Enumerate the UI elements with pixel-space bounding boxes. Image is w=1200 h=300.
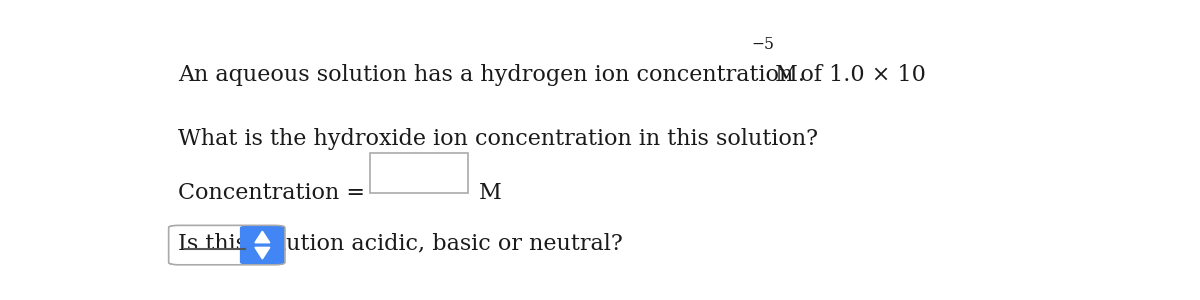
- FancyBboxPatch shape: [371, 153, 468, 193]
- Text: What is the hydroxide ion concentration in this solution?: What is the hydroxide ion concentration …: [178, 128, 818, 150]
- FancyBboxPatch shape: [168, 225, 284, 265]
- Text: M.: M.: [768, 64, 805, 86]
- Text: −5: −5: [751, 36, 775, 53]
- Text: Concentration =: Concentration =: [178, 182, 365, 203]
- Text: An aqueous solution has a hydrogen ion concentration of 1.0 × 10: An aqueous solution has a hydrogen ion c…: [178, 64, 925, 86]
- FancyBboxPatch shape: [240, 225, 284, 265]
- Text: Is this solution acidic, basic or neutral?: Is this solution acidic, basic or neutra…: [178, 232, 623, 254]
- Polygon shape: [254, 231, 270, 243]
- Text: M: M: [479, 182, 502, 203]
- Polygon shape: [254, 248, 270, 259]
